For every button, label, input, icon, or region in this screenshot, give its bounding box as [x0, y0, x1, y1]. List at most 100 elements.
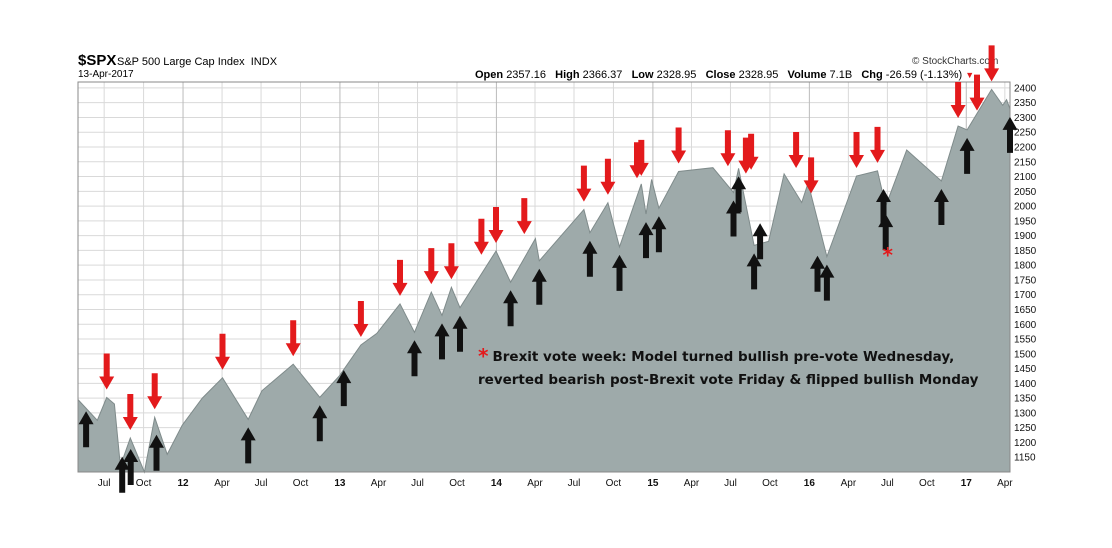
sell-signal-arrow — [950, 82, 966, 118]
x-tick-label: Apr — [684, 478, 700, 489]
index-name-text: S&P 500 Large Cap Index — [117, 56, 245, 68]
y-tick-label: 1850 — [1014, 246, 1037, 257]
x-tick-label: Apr — [841, 478, 857, 489]
x-tick-label: 13 — [334, 478, 346, 489]
buy-signal-arrow — [123, 449, 139, 485]
sell-signal-arrow — [720, 130, 736, 167]
x-tick-label: Oct — [606, 478, 622, 489]
sell-signal-arrow — [215, 333, 230, 370]
sell-signal-arrow — [743, 133, 759, 170]
sell-signal-arrow — [99, 353, 115, 390]
buy-signal-arrow — [651, 216, 667, 253]
x-tick-label: Jul — [411, 478, 424, 489]
buy-signal-arrow — [731, 176, 747, 213]
close-label: Close — [705, 69, 736, 81]
buy-signal-arrow — [878, 214, 894, 251]
y-tick-label: 1350 — [1014, 394, 1037, 405]
chg-label: Chg — [861, 69, 883, 81]
y-tick-label: 1650 — [1014, 305, 1037, 316]
x-tick-label: Apr — [527, 478, 543, 489]
brexit-annotation: * Brexit vote week: Model turned bullish … — [478, 345, 998, 392]
x-tick-label: Apr — [371, 478, 387, 489]
buy-signal-arrow — [452, 315, 468, 352]
down-triangle-icon: ▼ — [965, 70, 975, 80]
low-value: 2328.95 — [656, 69, 697, 81]
y-tick-label: 1700 — [1014, 290, 1037, 301]
x-tick-label: 12 — [177, 478, 189, 489]
x-tick-label: 16 — [804, 478, 816, 489]
y-tick-label: 1300 — [1014, 408, 1037, 419]
high-value: 2366.37 — [582, 69, 623, 81]
x-tick-label: Oct — [762, 478, 778, 489]
buy-signal-arrow — [149, 434, 164, 471]
x-tick-label: Jul — [568, 478, 581, 489]
buy-signal-arrow — [503, 290, 519, 327]
buy-signal-arrow — [312, 405, 328, 442]
y-tick-label: 2350 — [1014, 98, 1037, 109]
buy-signal-arrow — [434, 323, 450, 360]
buy-signal-arrow — [531, 268, 547, 305]
y-tick-label: 2150 — [1014, 157, 1037, 168]
y-tick-label: 2050 — [1014, 187, 1037, 198]
sell-signal-arrow — [984, 45, 1000, 82]
buy-signal-arrow — [638, 222, 654, 259]
x-tick-label: 14 — [491, 478, 503, 489]
sell-signal-arrow — [147, 373, 163, 410]
annotation-line-1: Brexit vote week: Model turned bullish p… — [492, 349, 955, 365]
x-tick-label: Jul — [724, 478, 737, 489]
y-tick-label: 2250 — [1014, 128, 1037, 139]
buy-signal-arrow — [752, 223, 768, 260]
y-tick-label: 1150 — [1014, 453, 1036, 464]
chg-value: -26.59 (-1.13%) — [885, 69, 963, 81]
y-tick-label: 1500 — [1014, 349, 1037, 360]
index-name: S&P 500 Large Cap Index INDX — [117, 56, 277, 68]
y-tick-label: 2200 — [1014, 143, 1037, 154]
sell-signal-arrow — [516, 198, 532, 235]
open-label: Open — [475, 69, 504, 81]
sell-signal-arrow — [870, 126, 885, 163]
sell-signal-arrow — [488, 207, 504, 243]
sell-signal-arrow — [443, 243, 459, 280]
sell-signal-arrow — [392, 259, 408, 296]
y-tick-label: 2400 — [1014, 83, 1037, 94]
exchange: INDX — [250, 56, 278, 68]
symbol: $SPX — [78, 52, 117, 69]
y-tick-label: 1250 — [1014, 423, 1037, 434]
source-credit: © StockCharts.com — [912, 56, 999, 67]
sell-signal-arrow — [788, 132, 804, 168]
sell-signal-arrow — [122, 394, 138, 430]
x-tick-label: Oct — [136, 478, 152, 489]
x-tick-label: Jul — [98, 478, 111, 489]
y-tick-label: 1550 — [1014, 335, 1037, 346]
y-tick-label: 2300 — [1014, 113, 1037, 124]
sell-signal-arrow — [600, 158, 616, 195]
buy-signal-arrow — [612, 254, 627, 291]
sell-signal-arrow — [353, 301, 369, 337]
x-tick-label: Oct — [919, 478, 935, 489]
x-tick-label: 15 — [647, 478, 659, 489]
x-tick-label: Jul — [881, 478, 894, 489]
buy-signal-arrow — [959, 137, 975, 174]
sell-signal-arrow — [633, 139, 649, 176]
y-tick-label: 2000 — [1014, 202, 1037, 213]
ohlc-readout: Open 2357.16 High 2366.37 Low 2328.95 Cl… — [475, 69, 974, 81]
buy-signal-arrow — [407, 340, 422, 377]
annotation-line-2: reverted bearish post-Brexit vote Friday… — [478, 372, 979, 388]
buy-signal-arrow — [810, 255, 825, 292]
y-tick-label: 1750 — [1014, 275, 1037, 286]
buy-signal-arrow — [746, 253, 762, 290]
buy-signal-arrow — [876, 189, 891, 225]
y-tick-label: 1450 — [1014, 364, 1037, 375]
y-tick-label: 1600 — [1014, 320, 1037, 331]
x-tick-label: 17 — [961, 478, 973, 489]
buy-signal-arrow — [582, 240, 598, 277]
buy-signal-arrow — [114, 456, 130, 493]
y-tick-label: 1900 — [1014, 231, 1037, 242]
annotation-marker: * — [478, 344, 489, 368]
high-label: High — [555, 69, 580, 81]
x-tick-label: Apr — [997, 478, 1013, 489]
x-tick-label: Apr — [214, 478, 230, 489]
price-line — [77, 88, 1011, 474]
y-tick-label: 1950 — [1014, 216, 1037, 227]
